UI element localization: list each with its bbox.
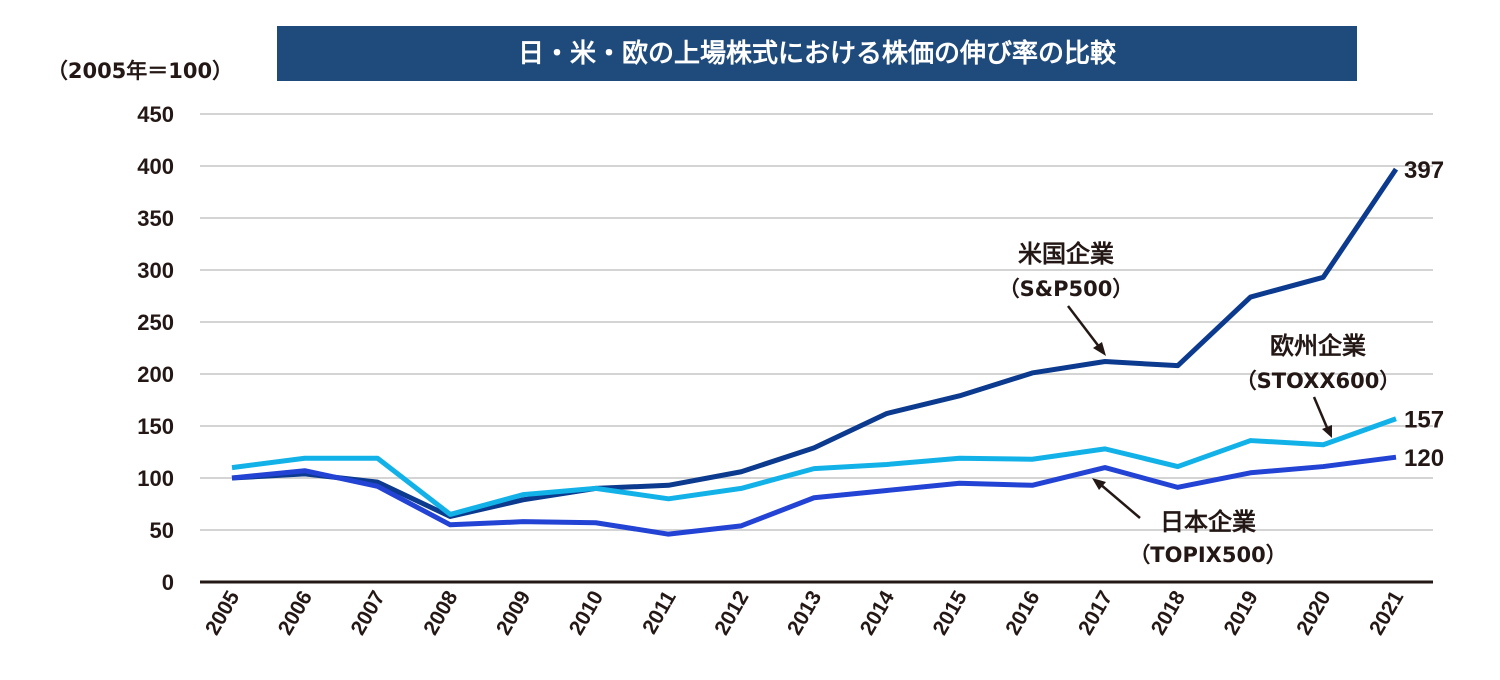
x-tick-label: 2007 <box>347 587 390 639</box>
chart-title: 日・米・欧の上場株式における株価の伸び率の比較 <box>518 38 1117 69</box>
annotation-stoxx600: 欧州企業 （STOXX600） <box>1236 332 1401 438</box>
annotation-sp500-name: 米国企業 <box>1018 240 1114 268</box>
unit-label: （2005年＝100） <box>47 59 233 83</box>
y-tick-label: 100 <box>137 466 174 491</box>
x-tick-label: 2017 <box>1074 587 1117 639</box>
x-tick-label: 2012 <box>710 587 753 639</box>
x-tick-label: 2014 <box>856 587 899 639</box>
y-tick-label: 300 <box>137 258 174 283</box>
x-tick-label: 2005 <box>201 587 244 639</box>
x-tick-label: 2015 <box>929 587 972 639</box>
arrow-head-stoxx600 <box>1322 425 1332 438</box>
y-tick-label: 400 <box>137 154 174 179</box>
end-label-stoxx600: 157 <box>1404 407 1444 434</box>
arrow-sp500 <box>1067 305 1101 349</box>
y-tick-label: 200 <box>137 362 174 387</box>
annotation-topix500: 日本企業 （TOPIX500） <box>1092 478 1287 567</box>
y-tick-label: 0 <box>162 570 174 595</box>
x-tick-label: 2013 <box>783 587 826 639</box>
x-tick-label: 2008 <box>419 587 462 639</box>
x-tick-label: 2009 <box>492 587 535 639</box>
x-tick-label: 2006 <box>274 587 317 639</box>
end-label-topix500: 120 <box>1404 445 1444 472</box>
title-banner <box>277 26 1357 81</box>
arrow-stoxx600 <box>1312 396 1330 431</box>
x-tick-label: 2011 <box>638 587 681 638</box>
x-tick-label: 2020 <box>1292 587 1335 639</box>
x-tick-label: 2018 <box>1147 587 1190 639</box>
arrow-head-sp500 <box>1093 342 1106 356</box>
series-line-sp500 <box>231 167 1399 519</box>
annotation-sp500-sub: （S&P500） <box>999 277 1134 301</box>
x-tick-label: 2021 <box>1365 587 1408 639</box>
y-tick-label: 50 <box>150 518 174 543</box>
y-tick-label: 350 <box>137 206 174 231</box>
annotation-topix500-name: 日本企業 <box>1160 508 1256 536</box>
y-tick-label: 250 <box>137 310 174 335</box>
arrow-topix500 <box>1099 483 1141 519</box>
end-label-sp500: 397 <box>1404 157 1444 184</box>
x-axis-ticks: 2005 2006 2007 2008 2009 2010 2011 2012 2013 2014… <box>201 587 1408 639</box>
y-tick-label: 450 <box>137 102 174 127</box>
y-tick-label: 150 <box>137 414 174 439</box>
arrow-head-topix500 <box>1092 478 1106 490</box>
annotation-topix500-sub: （TOPIX500） <box>1129 543 1286 567</box>
annotation-stoxx600-sub: （STOXX600） <box>1236 369 1401 393</box>
x-tick-label: 2010 <box>565 587 608 639</box>
annotation-sp500: 米国企業 （S&P500） <box>999 240 1134 356</box>
x-tick-label: 2016 <box>1001 587 1044 639</box>
x-tick-label: 2019 <box>1220 587 1263 639</box>
gridlines <box>200 113 1433 531</box>
y-axis-ticks: 0 50 100 150 200 250 300 350 400 450 <box>137 102 174 595</box>
annotation-stoxx600-name: 欧州企業 <box>1270 332 1366 360</box>
series-lines <box>231 167 1399 537</box>
end-labels: 397 157 120 <box>1404 157 1444 472</box>
